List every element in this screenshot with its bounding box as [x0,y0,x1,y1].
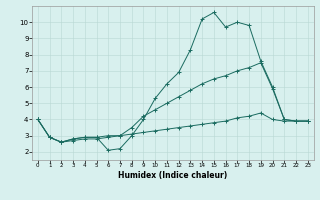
X-axis label: Humidex (Indice chaleur): Humidex (Indice chaleur) [118,171,228,180]
